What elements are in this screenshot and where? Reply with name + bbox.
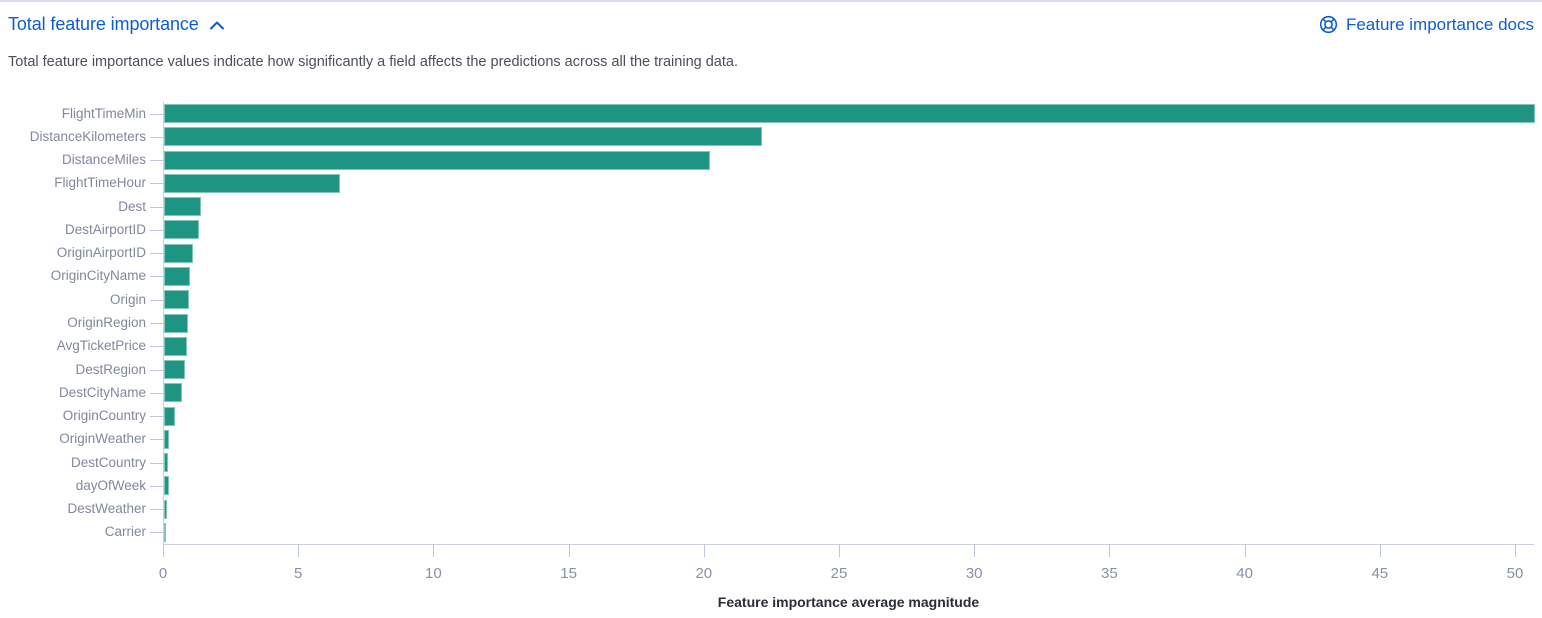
- bar-DestRegion[interactable]: [164, 360, 186, 380]
- bar-OriginAirportID[interactable]: [164, 243, 194, 263]
- bar-OriginRegion[interactable]: [164, 313, 188, 333]
- bar-DistanceKilometers[interactable]: [164, 127, 762, 147]
- y-axis-label: OriginWeather: [59, 431, 146, 447]
- y-axis-label: DestCountry: [70, 454, 146, 470]
- y-axis-tick: [150, 136, 163, 138]
- x-axis-tick-label: 50: [1506, 565, 1524, 582]
- y-axis-label: OriginAirportID: [56, 245, 146, 261]
- y-axis-tick: [150, 113, 163, 115]
- bar-DistanceMiles[interactable]: [164, 150, 711, 170]
- y-axis-tick: [150, 509, 163, 511]
- y-axis-tick: [150, 253, 163, 255]
- bar-Dest[interactable]: [164, 197, 201, 217]
- bar-AvgTicketPrice[interactable]: [164, 336, 187, 356]
- panel-header: Total feature importance Feature importa…: [8, 14, 1534, 35]
- bar-DestAirportID[interactable]: [164, 220, 200, 240]
- section-collapse-toggle[interactable]: Total feature importance: [8, 14, 225, 35]
- y-axis-tick: [150, 206, 163, 208]
- bar-DestCountry[interactable]: [164, 453, 168, 473]
- x-axis-tick-label: 20: [695, 565, 713, 582]
- y-axis-label: OriginCityName: [50, 268, 146, 284]
- section-title[interactable]: Total feature importance: [8, 14, 199, 34]
- x-axis-tick: [703, 544, 705, 557]
- x-axis-tick: [433, 544, 435, 557]
- x-axis-tick-label: 25: [830, 565, 848, 582]
- y-axis-label: Dest: [118, 198, 146, 214]
- y-axis-tick: [150, 485, 163, 487]
- y-axis-tick: [150, 229, 163, 231]
- y-axis-tick: [150, 346, 163, 348]
- y-axis-label: DistanceKilometers: [29, 128, 146, 144]
- bar-DestCityName[interactable]: [164, 383, 182, 403]
- bar-OriginWeather[interactable]: [164, 429, 169, 449]
- y-axis-label: DistanceMiles: [61, 152, 146, 168]
- x-axis-tick: [568, 544, 570, 557]
- x-axis-tick: [163, 544, 164, 557]
- bar-FlightTimeMin[interactable]: [164, 104, 1535, 124]
- feature-importance-docs-link[interactable]: Feature importance docs: [1319, 15, 1534, 35]
- y-axis-label: FlightTimeMin: [61, 105, 146, 121]
- bar-Origin[interactable]: [164, 290, 190, 310]
- chevron-up-icon[interactable]: [209, 19, 225, 31]
- y-axis-tick: [150, 462, 163, 464]
- bar-DestWeather[interactable]: [164, 499, 168, 519]
- x-axis-tick-label: 40: [1236, 565, 1253, 582]
- y-axis-label: DestRegion: [75, 361, 146, 377]
- y-axis-label: AvgTicketPrice: [56, 338, 146, 354]
- y-axis-tick: [150, 416, 163, 418]
- y-axis-tick: [150, 299, 163, 301]
- y-axis-label: DestCityName: [58, 384, 146, 400]
- x-axis-tick: [974, 544, 976, 557]
- y-axis-tick: [150, 392, 163, 394]
- x-axis-tick: [1515, 544, 1516, 557]
- x-axis-tick: [1379, 544, 1381, 557]
- x-axis-tick-label: 30: [965, 565, 983, 582]
- x-axis-tick-label: 10: [425, 565, 442, 582]
- y-axis-tick: [150, 369, 163, 371]
- bar-FlightTimeHour[interactable]: [164, 173, 340, 193]
- y-axis-tick: [150, 160, 163, 162]
- y-axis-tick: [150, 183, 163, 185]
- y-axis-label: Carrier: [104, 524, 146, 540]
- y-axis-label: FlightTimeHour: [54, 175, 146, 191]
- bar-dayOfWeek[interactable]: [164, 476, 169, 496]
- x-axis-line: [163, 544, 1534, 545]
- x-axis-tick: [1109, 544, 1111, 557]
- x-axis-tick-label: 0: [158, 565, 168, 582]
- section-description: Total feature importance values indicate…: [8, 54, 738, 70]
- x-axis-tick-label: 5: [294, 565, 303, 582]
- bar-OriginCountry[interactable]: [164, 406, 176, 426]
- x-axis-tick-label: 45: [1371, 565, 1389, 582]
- y-axis-tick: [150, 439, 163, 441]
- y-axis-tick: [150, 532, 163, 534]
- x-axis-tick-label: 35: [1101, 565, 1118, 582]
- y-axis-label: dayOfWeek: [75, 477, 146, 493]
- life-ring-help-icon: [1319, 15, 1338, 34]
- y-axis-label: OriginRegion: [67, 315, 146, 330]
- y-axis-label: Origin: [109, 291, 146, 307]
- docs-link-label: Feature importance docs: [1345, 14, 1534, 34]
- bar-OriginCityName[interactable]: [164, 266, 191, 286]
- x-axis-tick: [839, 544, 840, 557]
- y-axis-label: OriginCountry: [62, 408, 146, 424]
- x-axis-tick-label: 15: [560, 565, 577, 582]
- y-axis-label: DestWeather: [67, 501, 146, 517]
- y-axis-label: DestAirportID: [64, 221, 146, 237]
- y-axis-tick: [150, 323, 163, 324]
- y-axis-tick: [150, 276, 163, 278]
- x-axis-title: Feature importance average magnitude: [717, 594, 980, 610]
- x-axis-tick: [298, 544, 300, 557]
- x-axis-tick: [1244, 544, 1246, 557]
- y-axis-line: [163, 102, 164, 557]
- bar-Carrier[interactable]: [164, 522, 166, 542]
